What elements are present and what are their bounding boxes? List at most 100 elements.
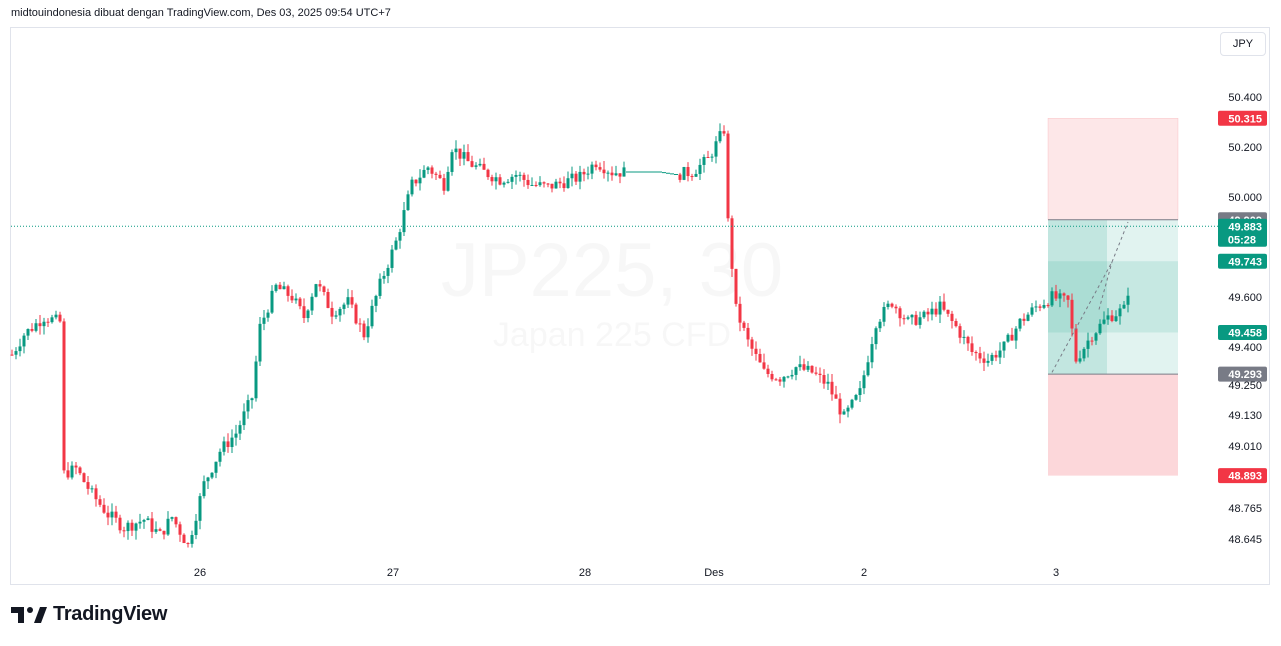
candle (194, 513, 198, 540)
candle (970, 336, 974, 356)
candle (974, 350, 978, 361)
candle (1006, 333, 1010, 343)
candle (46, 318, 50, 327)
time-tick-label: 26 (194, 567, 206, 579)
price-axis[interactable]: 50.400 50.200 50.000 49.600 49.400 49.250 49.1… (1228, 92, 1262, 546)
candle (534, 181, 538, 188)
profit-zone[interactable] (1048, 219, 1178, 375)
price-tag: 50.315 (1218, 110, 1267, 126)
candle (686, 162, 690, 182)
candle (1014, 326, 1018, 349)
candle (742, 320, 746, 331)
candle (1090, 336, 1094, 346)
candle (254, 355, 258, 402)
candle (422, 165, 426, 179)
price-tag-label: 49.743 (1228, 256, 1262, 268)
candle (966, 335, 970, 351)
candle (162, 530, 166, 540)
candle (334, 310, 338, 320)
candle (386, 264, 390, 284)
candle (754, 341, 758, 361)
candle (810, 365, 814, 374)
candle (578, 165, 582, 190)
candle (354, 302, 358, 325)
upper-risk-zone[interactable] (1047, 118, 1179, 220)
candle (330, 301, 334, 325)
time-axis[interactable]: 26 27 28 Des 2 3 (194, 567, 1059, 579)
candle (50, 314, 54, 324)
candle (878, 319, 882, 332)
candle (1122, 301, 1126, 310)
price-tag: 48.893 (1218, 468, 1267, 484)
candle (166, 511, 170, 536)
candle (310, 293, 314, 315)
candle (694, 169, 698, 178)
candle (470, 155, 474, 168)
candle (1078, 350, 1082, 364)
candle (202, 475, 206, 499)
candle (30, 323, 34, 333)
candle (246, 394, 250, 419)
candle (66, 462, 70, 480)
chart-attribution: midtouindonesia dibuat dengan TradingVie… (11, 7, 391, 19)
candle (762, 353, 766, 370)
candle (1086, 332, 1090, 358)
candle (682, 166, 686, 181)
candle (838, 393, 842, 424)
currency-button[interactable]: JPY (1220, 32, 1266, 56)
candle (274, 283, 278, 293)
long-position-tool[interactable] (1047, 118, 1179, 476)
candle (298, 297, 302, 310)
candle (270, 285, 274, 314)
candle (1038, 304, 1042, 312)
candle (522, 172, 526, 187)
candle (478, 158, 482, 167)
candle (562, 176, 566, 192)
candle (82, 472, 86, 483)
candle (894, 304, 898, 314)
candle (766, 364, 770, 378)
candle (590, 161, 594, 180)
time-tick-label: 27 (387, 567, 399, 579)
candle (442, 173, 446, 195)
candle (1026, 312, 1030, 322)
candle (938, 296, 942, 323)
candle (398, 228, 402, 249)
candle (210, 472, 214, 480)
candle (106, 505, 110, 526)
candle (326, 288, 330, 309)
candle (850, 398, 854, 410)
candle (818, 367, 822, 383)
candle (178, 521, 182, 542)
candle (34, 318, 38, 333)
candle (190, 530, 194, 548)
candle (98, 495, 102, 508)
candle (182, 533, 186, 544)
candle (454, 140, 458, 160)
candle (446, 166, 450, 192)
price-tick-label: 49.400 (1228, 342, 1262, 354)
tradingview-logo[interactable]: TradingView (11, 603, 167, 626)
candle (586, 166, 590, 180)
candle (978, 346, 982, 364)
candle (102, 498, 106, 514)
candle (462, 144, 466, 166)
candle (990, 352, 994, 365)
candle (154, 521, 158, 534)
candle (174, 516, 178, 528)
candle (942, 293, 946, 312)
candle (466, 144, 470, 162)
candle (910, 314, 914, 325)
time-tick-label: Des (704, 567, 724, 579)
candle (150, 511, 154, 539)
candle (518, 171, 522, 182)
candle (282, 281, 286, 290)
candle (38, 315, 42, 335)
candle (1114, 310, 1118, 323)
stop-loss-zone[interactable] (1048, 374, 1178, 476)
candle (346, 288, 350, 308)
candle (70, 461, 74, 480)
position-path-line (1098, 261, 1113, 310)
